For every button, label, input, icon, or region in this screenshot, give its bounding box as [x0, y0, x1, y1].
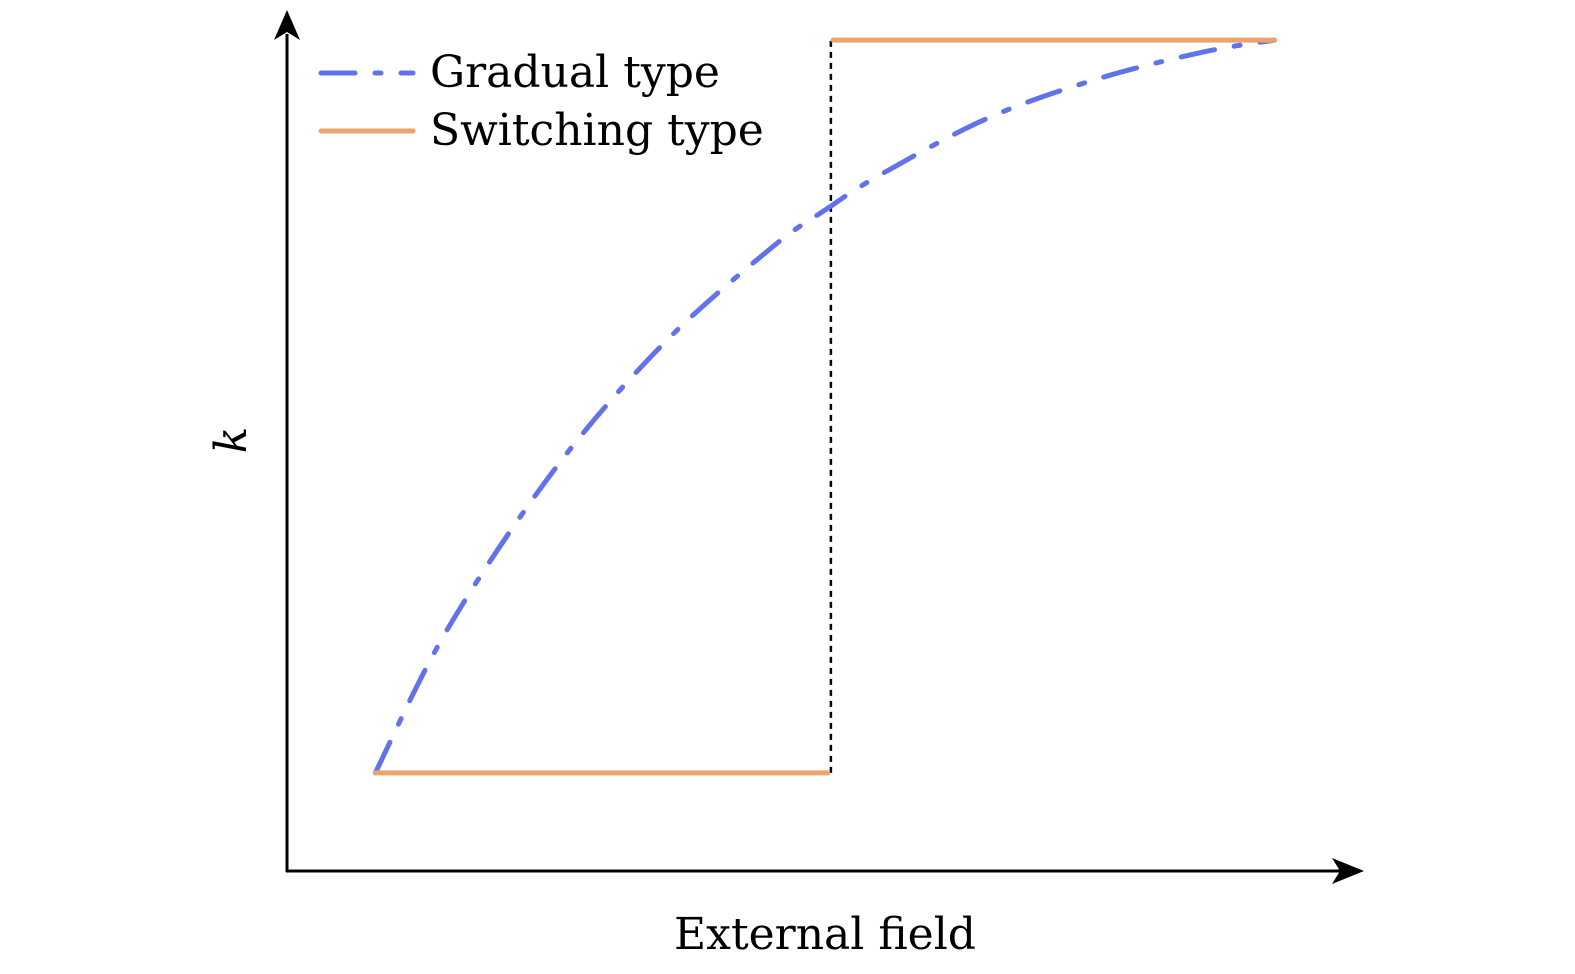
y-axis-arrow: [274, 10, 300, 40]
series-0-line: [372, 37, 1278, 776]
x-axis-label: External field: [674, 909, 976, 960]
legend: Gradual type Switching type: [318, 47, 764, 156]
legend-label-gradual: Gradual type: [430, 47, 720, 98]
legend-label-switching: Switching type: [430, 105, 764, 156]
series-group: [372, 37, 1278, 776]
x-axis-arrow: [1332, 858, 1364, 884]
y-axis-label: k: [206, 427, 257, 454]
